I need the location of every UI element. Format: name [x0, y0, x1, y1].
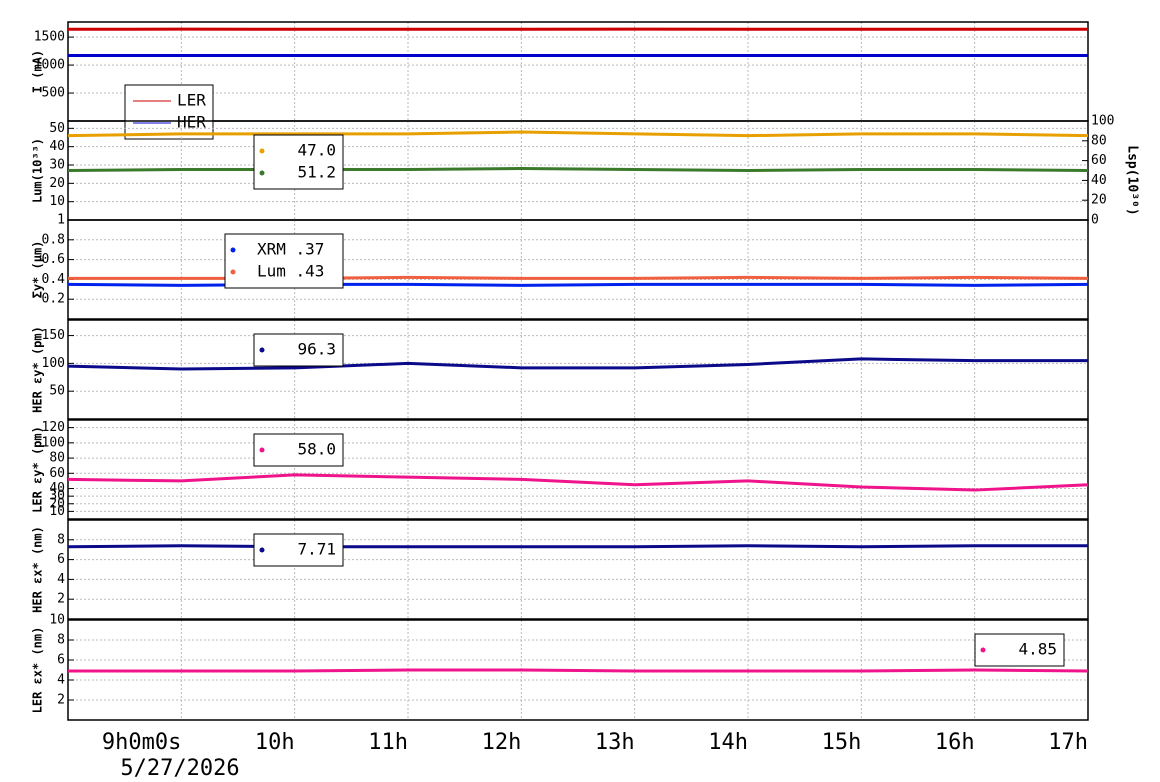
- legend-box: [253, 433, 344, 467]
- y-tick-label: 120: [42, 420, 65, 435]
- x-tick-label: 16h: [935, 730, 975, 755]
- y-tick-label: 50: [49, 384, 65, 399]
- panel-frame: [67, 319, 1089, 420]
- y-tick-label: 20: [49, 496, 65, 511]
- y-tick-label: 30: [49, 489, 65, 504]
- y-tick-label: 6: [57, 552, 65, 567]
- legend-label: XRM .37: [257, 240, 324, 259]
- legend-box: [253, 134, 344, 190]
- series-line: [67, 282, 1089, 287]
- legend-label: 47.0: [297, 141, 336, 160]
- legend-label: 96.3: [297, 340, 336, 359]
- y2-axis-label: Lsp(10³⁰): [1125, 145, 1140, 215]
- panel-frame: [67, 219, 1089, 320]
- legend-label: 7.71: [297, 540, 336, 559]
- y2-tick-label: 40: [1091, 173, 1107, 188]
- legend-swatch: [259, 547, 265, 553]
- y-tick-label: 30: [49, 158, 65, 173]
- panel-frame: [67, 419, 1089, 520]
- y-axis-label: HER εx* (nm): [31, 526, 45, 613]
- y2-tick-label: 0: [1091, 213, 1099, 228]
- legend-swatch: [259, 170, 265, 176]
- legend-label: LER: [177, 91, 206, 110]
- legend-swatch: [230, 269, 236, 275]
- series-line: [67, 357, 1088, 371]
- x-tick-label: 17h: [1048, 730, 1088, 755]
- y-tick-label: 1000: [34, 58, 65, 73]
- y-tick-label: 0.4: [42, 272, 66, 287]
- y-tick-label: 50: [49, 121, 65, 136]
- y-axis-label: I (mA): [31, 50, 45, 93]
- legend-swatch: [259, 347, 265, 353]
- y-tick-label: 8: [57, 532, 65, 547]
- y2-tick-label: 80: [1091, 133, 1107, 148]
- y-tick-label: 150: [42, 328, 65, 343]
- y-axis-label: Σy* (μm): [31, 241, 45, 299]
- series-line: [67, 473, 1089, 492]
- y-tick-label: 500: [42, 86, 65, 101]
- series-line: [68, 668, 1089, 673]
- y-tick-label: 100: [42, 356, 65, 371]
- y-tick-label: 2: [57, 693, 65, 708]
- y-tick-label: 10: [49, 613, 65, 628]
- y-tick-label: 20: [49, 176, 65, 191]
- series-line: [67, 130, 1089, 138]
- y-tick-label: 6: [57, 653, 65, 668]
- legend-box: [253, 333, 344, 367]
- y-tick-label: 4: [57, 572, 65, 587]
- x-tick-label: 12h: [482, 730, 522, 755]
- y-tick-label: 4: [57, 673, 65, 688]
- legend-swatch: [980, 647, 986, 653]
- y-tick-label: 10: [49, 504, 65, 519]
- y2-tick-label: 60: [1091, 153, 1107, 168]
- x-tick-label: 15h: [822, 730, 862, 755]
- y-axis-label: Lum(10³³): [31, 138, 45, 203]
- y-tick-label: 80: [49, 451, 65, 466]
- series-line: [67, 167, 1089, 173]
- y-tick-label: 1: [57, 213, 65, 228]
- y-tick-label: 1500: [34, 30, 65, 45]
- y2-tick-label: 20: [1091, 193, 1107, 208]
- legend-label: HER: [177, 113, 206, 132]
- y-tick-label: 0.2: [42, 292, 65, 307]
- x-tick-label: 10h: [255, 730, 295, 755]
- y-axis-label: LER εx* (nm): [31, 627, 45, 714]
- y-axis-label: HER εy* (pm): [31, 326, 45, 413]
- legend-box: [224, 233, 344, 289]
- y-tick-label: 0.8: [42, 232, 65, 247]
- y-tick-label: 60: [49, 466, 65, 481]
- y-tick-label: 0.6: [42, 252, 65, 267]
- legend-label: 58.0: [297, 440, 336, 459]
- y-tick-label: 10: [49, 194, 65, 209]
- panel-frame: [67, 519, 1089, 620]
- legend-swatch: [230, 247, 236, 253]
- x-tick-label: 9h0m0s: [102, 730, 181, 755]
- legend-label: Lum .43: [257, 262, 324, 281]
- y-axis-label: LER εy* (pm): [31, 426, 45, 513]
- legend-label: 51.2: [297, 163, 336, 182]
- x-tick-label: 11h: [368, 730, 408, 755]
- y-tick-label: 8: [57, 633, 65, 648]
- legend-swatch: [259, 148, 265, 154]
- y-tick-label: 100: [42, 435, 65, 450]
- series-line: [68, 275, 1089, 280]
- legend-label: 4.85: [1018, 640, 1057, 659]
- y-tick-label: 2: [57, 592, 65, 607]
- y2-tick-label: 100: [1091, 114, 1114, 129]
- x-tick-label: 13h: [595, 730, 635, 755]
- legend-box: [974, 633, 1065, 667]
- x-tick-label: 14h: [708, 730, 748, 755]
- y-tick-label: 40: [49, 139, 65, 154]
- series-line: [67, 544, 1088, 549]
- legend-box: [124, 84, 214, 140]
- legend-swatch: [259, 447, 265, 453]
- y-tick-label: 40: [49, 481, 65, 496]
- legend-box: [253, 533, 344, 567]
- x-date-label: 5/27/2026: [120, 756, 239, 781]
